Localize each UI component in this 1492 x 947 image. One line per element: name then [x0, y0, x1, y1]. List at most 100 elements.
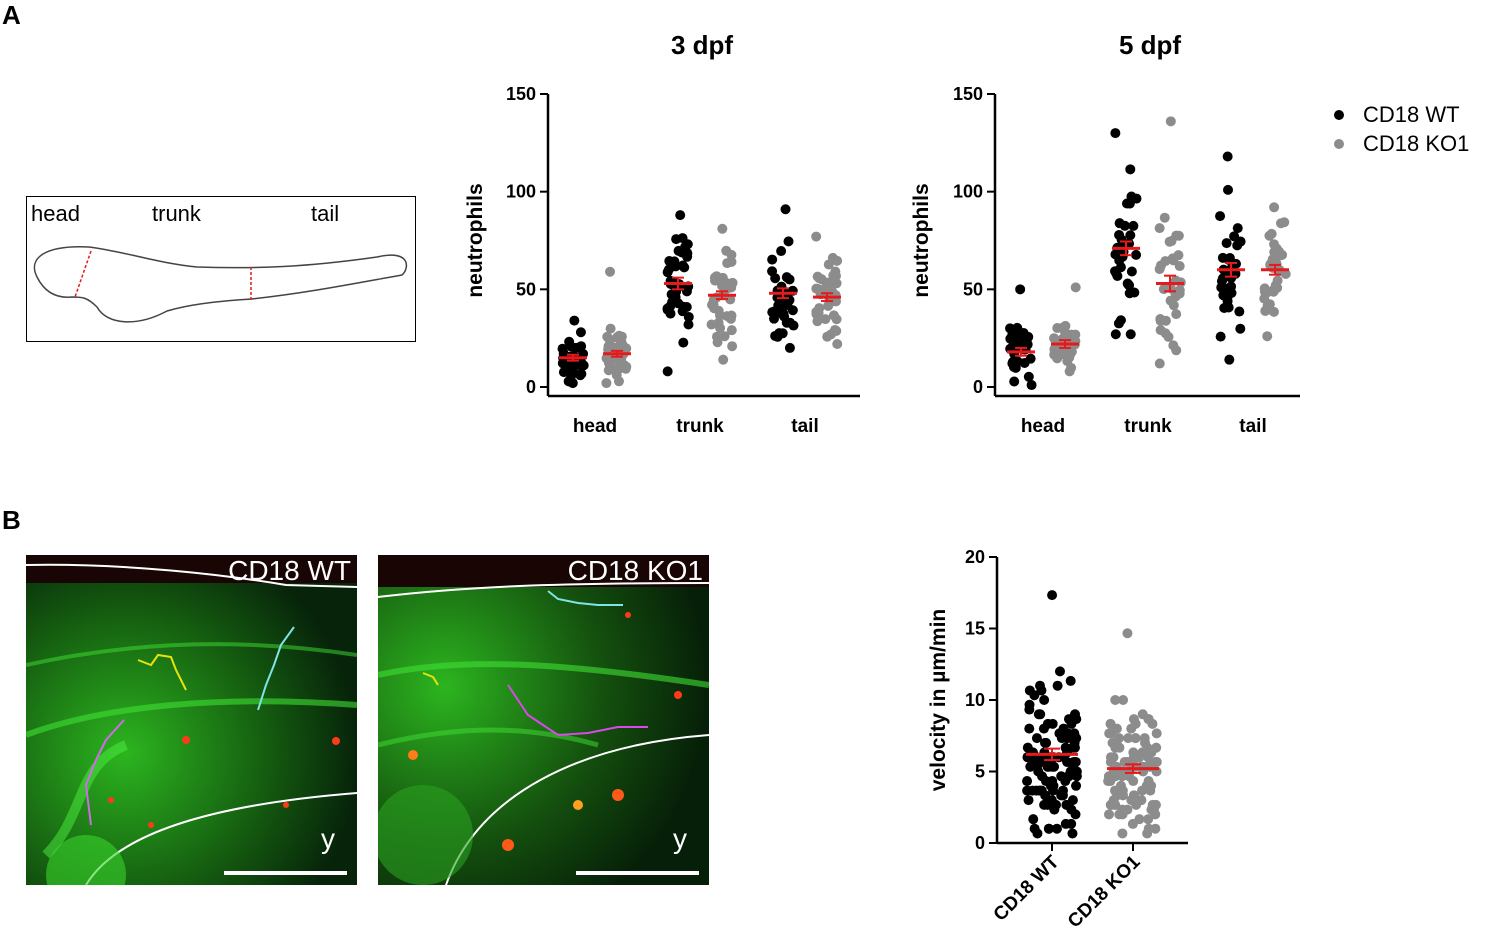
chart-1-point-0-tail-30 — [1232, 240, 1243, 251]
chart-1-point-0-trunk-0 — [1125, 329, 1136, 340]
chart-0-point-0-trunk-35 — [665, 301, 676, 312]
chart-0-point-1-tail-39 — [830, 290, 841, 301]
chart-2-point-0-60 — [1067, 828, 1078, 839]
chart-2-point-1-72 — [1105, 752, 1116, 763]
chart-1-ytick-label-0: 0 — [973, 377, 983, 397]
chart-0-point-0-tail-0 — [784, 342, 795, 353]
chart-1-point-1-trunk-29 — [1160, 315, 1171, 326]
chart-0-point-1-head-0 — [601, 378, 612, 389]
chart-0-point-1-trunk-15 — [712, 337, 723, 348]
chart-1-point-1-tail-10 — [1264, 230, 1275, 241]
micrograph-wt-scalebar — [224, 871, 347, 875]
chart-2-point-0-88 — [1048, 780, 1059, 791]
chart-2-point-0-21 — [1051, 823, 1062, 834]
chart-1-point-0-head-25 — [1008, 356, 1019, 367]
chart-1-point-1-trunk-34 — [1173, 230, 1184, 241]
chart-0-point-0-trunk-33 — [670, 292, 681, 303]
chart-2-ylabel: velocity in µm/min — [927, 609, 950, 791]
chart-0-point-1-tail-22 — [830, 270, 841, 281]
chart-0-point-0-head-39 — [563, 376, 574, 387]
chart-2-point-1-17 — [1126, 723, 1137, 734]
chart-0-point-1-trunk-39 — [725, 313, 736, 324]
chart-2-point-1-47 — [1105, 718, 1116, 729]
chart-2-ytick-label-0: 0 — [975, 833, 985, 853]
chart-0-point-0-tail-39 — [767, 254, 778, 265]
chart-2-point-1-50 — [1110, 695, 1121, 705]
chart-1-category-tail: tail — [1239, 416, 1266, 437]
chart-2-point-0-100 — [1041, 737, 1052, 748]
chart-0-point-0-tail-36 — [787, 305, 798, 316]
region-label-trunk: trunk — [152, 201, 201, 226]
chart-1-point-0-trunk-25 — [1128, 220, 1139, 231]
legend: CD18 WT CD18 KO1 — [1334, 100, 1469, 158]
legend-marker-wt — [1334, 109, 1344, 120]
micrograph-wt-yolk-label: y — [321, 823, 335, 854]
chart-1-point-0-tail-5 — [1215, 211, 1226, 222]
chart-2-point-0-36 — [1071, 780, 1082, 791]
chart-2-point-0-72 — [1065, 675, 1076, 686]
chart-2-point-0-99 — [1031, 733, 1042, 744]
chart-2-point-0-106 — [1031, 785, 1042, 796]
chart-2-point-0-81 — [1022, 785, 1033, 796]
chart-0-ytick-label-100: 100 — [506, 182, 536, 202]
micrograph-ko-image — [378, 555, 709, 885]
chart-2-point-1-92 — [1129, 790, 1140, 801]
chart-0-point-0-tail-17 — [774, 328, 785, 339]
chart-0-category-head: head — [573, 416, 617, 437]
chart-1-category-head: head — [1021, 416, 1065, 437]
chart-0-point-1-trunk-12 — [726, 249, 737, 260]
chart-2-point-1-21 — [1151, 728, 1162, 739]
chart-1-point-1-trunk-30 — [1174, 288, 1185, 299]
chart-0-point-0-trunk-36 — [682, 248, 693, 259]
chart-2-point-0-109 — [1043, 761, 1054, 772]
chart-0-point-0-head-37 — [571, 342, 582, 353]
chart-0-point-1-tail-24 — [823, 259, 834, 270]
chart-1-point-0-tail-1 — [1222, 151, 1233, 162]
chart-1-point-0-tail-29 — [1224, 253, 1235, 264]
panel-label-a: A — [2, 0, 21, 30]
chart-0-category-tail: tail — [791, 416, 818, 437]
chart-2-point-1-94 — [1128, 714, 1139, 725]
chart-0-point-1-head-39 — [620, 363, 631, 374]
chart-1-point-0-trunk-28 — [1115, 262, 1126, 273]
chart-1-point-0-trunk-14 — [1110, 329, 1121, 340]
chart-1-point-0-trunk-32 — [1110, 249, 1121, 260]
chart-2-point-0-96 — [1062, 747, 1073, 758]
chart-2-point-1-0 — [1117, 828, 1128, 839]
chart-1-point-0-trunk-31 — [1124, 288, 1135, 299]
chart-2-ytick-label-10: 10 — [965, 690, 985, 710]
chart-2-point-1-100 — [1142, 828, 1153, 839]
chart-0-point-1-tail-36 — [814, 273, 825, 284]
chart-2-point-0-70 — [1028, 814, 1039, 825]
chart-2-point-0-108 — [1060, 776, 1071, 787]
chart-2-point-1-56 — [1103, 809, 1114, 820]
chart-0-point-1-tail-26 — [811, 306, 822, 317]
chart-0-point-1-head-34 — [603, 357, 614, 368]
chart-2-point-0-29 — [1022, 776, 1033, 787]
chart-0-ytick-label-0: 0 — [526, 377, 536, 397]
chart-2-point-1-109 — [1110, 771, 1121, 782]
chart-1-point-1-trunk-4 — [1154, 223, 1165, 234]
chart-1-point-0-tail-34 — [1235, 323, 1246, 334]
chart-1-ytick-label-100: 100 — [953, 182, 983, 202]
chart-0-point-0-tail-12 — [770, 273, 781, 284]
chart-0-point-0-trunk-34 — [673, 245, 684, 256]
chart-2-point-1-93 — [1143, 714, 1154, 725]
chart-1-point-0-head-24 — [1019, 357, 1030, 368]
chart-1-point-0-trunk-20 — [1113, 318, 1124, 329]
panel-label-b: B — [2, 505, 21, 535]
larva-outline — [33, 246, 408, 323]
chart-1-point-1-tail-28 — [1277, 249, 1288, 260]
chart-1-point-1-tail-34 — [1262, 300, 1273, 311]
chart-1-point-1-head-23 — [1060, 320, 1071, 331]
chart-2-point-0-48 — [1052, 680, 1063, 691]
chart-1-point-1-trunk-19 — [1159, 212, 1170, 223]
chart-2-point-0-101 — [1069, 737, 1080, 748]
chart-2-point-1-46 — [1123, 733, 1134, 744]
chart-0-point-1-trunk-37 — [710, 275, 721, 286]
chart-2-point-0-41 — [1054, 666, 1065, 677]
micrograph-ko-label: CD18 KO1 — [567, 555, 703, 586]
chart-0-point-1-head-1 — [605, 266, 616, 277]
legend-label-wt: CD18 WT — [1363, 101, 1460, 127]
